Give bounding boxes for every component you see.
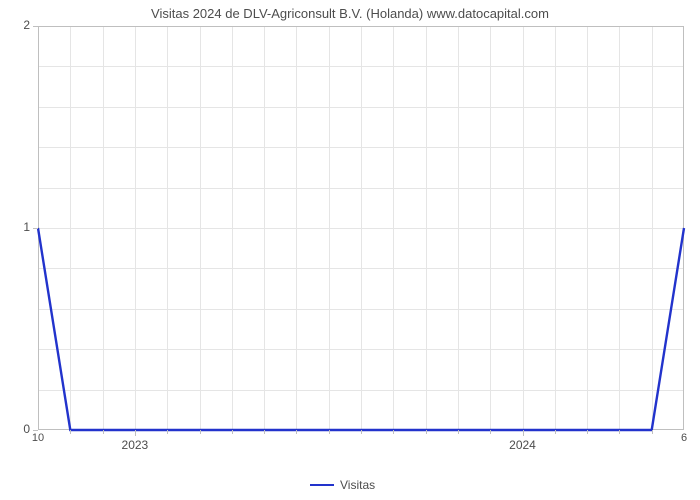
x-tick-mark-minor <box>200 430 201 434</box>
x-tick-mark-major <box>523 430 524 436</box>
x-tick-mark-minor <box>264 430 265 434</box>
x-tick-mark-minor <box>555 430 556 434</box>
y-tick-label: 2 <box>10 18 30 32</box>
x-tick-mark-minor <box>167 430 168 434</box>
x-tick-mark-minor <box>458 430 459 434</box>
x-tick-mark-minor <box>426 430 427 434</box>
chart-title: Visitas 2024 de DLV-Agriconsult B.V. (Ho… <box>0 6 700 21</box>
x-tick-mark-minor <box>619 430 620 434</box>
legend-label: Visitas <box>340 478 375 492</box>
x-tick-mark-minor <box>652 430 653 434</box>
chart-root: { "chart": { "type": "line", "title": "V… <box>0 0 700 500</box>
legend: Visitas <box>310 478 375 492</box>
x-tick-mark-minor <box>393 430 394 434</box>
y-tick-mark <box>33 430 38 431</box>
x-tick-mark-minor <box>361 430 362 434</box>
x-tick-mark-major <box>135 430 136 436</box>
x-tick-mark-minor <box>70 430 71 434</box>
plot-area <box>38 26 684 430</box>
x-tick-mark-minor <box>329 430 330 434</box>
legend-swatch <box>310 484 334 486</box>
x-tick-mark-minor <box>587 430 588 434</box>
series-visitas <box>38 26 684 430</box>
y-tick-mark <box>33 228 38 229</box>
y-tick-label: 0 <box>10 422 30 436</box>
x-tick-label-minor: 10 <box>32 432 44 444</box>
x-tick-mark-minor <box>296 430 297 434</box>
x-tick-label-major: 2024 <box>509 438 536 452</box>
x-tick-mark-minor <box>103 430 104 434</box>
y-tick-label: 1 <box>10 220 30 234</box>
x-tick-label-minor: 6 <box>681 432 687 444</box>
y-tick-mark <box>33 26 38 27</box>
x-tick-label-major: 2023 <box>122 438 149 452</box>
x-tick-mark-minor <box>232 430 233 434</box>
x-tick-mark-minor <box>490 430 491 434</box>
